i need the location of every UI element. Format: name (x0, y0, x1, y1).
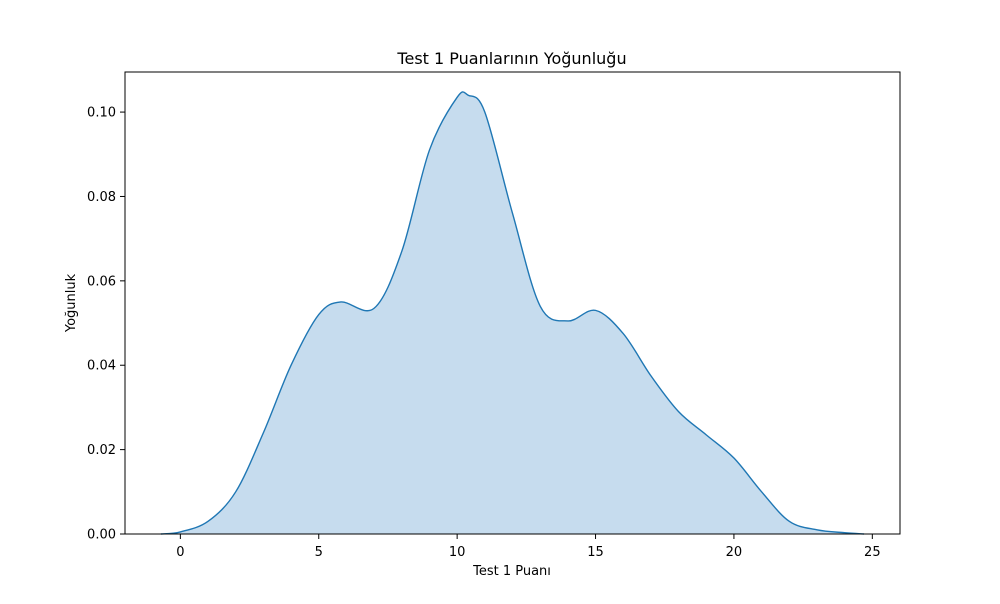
axes-frame (124, 71, 901, 535)
x-tick-label: 25 (864, 545, 881, 560)
x-tick-label: 10 (449, 545, 466, 560)
y-tick-label: 0.04 (87, 359, 116, 374)
density-fill-area (160, 91, 865, 535)
y-tick-label: 0.10 (87, 106, 116, 121)
x-axis-label: Test 1 Puanı (472, 564, 551, 579)
y-tick-label: 0.02 (87, 443, 116, 458)
chart-title: Test 1 Puanlarının Yoğunluğu (396, 49, 626, 68)
x-tick-label: 5 (315, 545, 323, 560)
y-tick-label: 0.00 (87, 528, 116, 543)
x-tick-label: 0 (176, 545, 184, 560)
y-tick-label: 0.08 (87, 190, 116, 205)
axes: 0 5 10 15 20 25 0.00 0.02 0.04 0.06 0.08 0.10 (87, 71, 901, 560)
plot-area (160, 91, 865, 535)
x-tick-label: 20 (726, 545, 743, 560)
y-axis-label: Yoğunluk (64, 273, 79, 333)
x-tick-label: 15 (587, 545, 604, 560)
y-tick-label: 0.06 (87, 274, 116, 289)
density-curve-line (160, 91, 865, 535)
